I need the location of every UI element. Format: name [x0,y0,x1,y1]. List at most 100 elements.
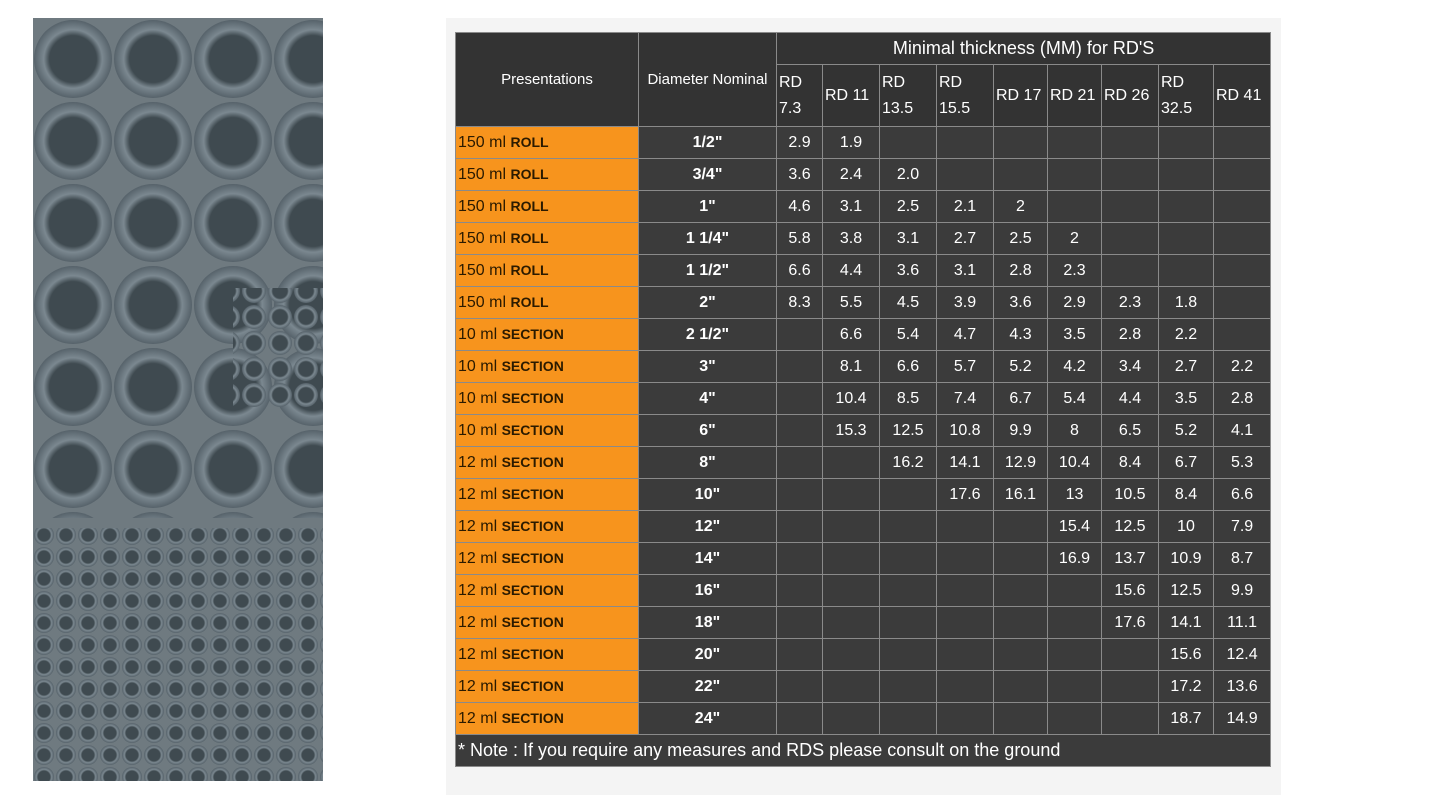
empty-cell [1101,222,1159,255]
diameter-cell: 4" [638,382,777,415]
diameter-cell: 24" [638,702,777,735]
empty-cell [1158,190,1214,223]
quantity: 10 ml [458,325,498,343]
row: 10 ml SECTION 6" 15.3 12.5 10.8 9.9 8 6.5 5.2 4.1 [455,414,1272,447]
header-title: Minimal thickness (MM) for RD'S [775,32,1272,65]
thickness-cell: 4.4 [1101,382,1159,415]
thickness-cell: 4.1 [1212,414,1272,447]
thickness-cell: 13.6 [1212,670,1272,703]
row: 150 ml ROLL 1 1/4" 5.8 3.8 3.1 2.7 2.5 2 [455,222,1272,255]
empty-cell [936,126,994,159]
row: 150 ml ROLL 2" 8.3 5.5 4.5 3.9 3.6 2.9 2.3 1.8 [455,286,1272,319]
empty-cell [822,638,880,671]
empty-cell [879,542,937,575]
empty-cell [879,670,937,703]
unit: ROLL [510,261,549,278]
empty-cell [936,574,994,607]
row: 12 ml SECTION 16" 15.6 12.5 9.9 [455,574,1272,607]
thickness-cell: 2.4 [822,158,880,191]
thickness-cell: 2 [993,190,1048,223]
thickness-cell: 8.7 [1212,542,1272,575]
thickness-cell: 5.2 [993,350,1048,383]
empty-cell [1047,638,1102,671]
thickness-cell: 3.5 [1158,382,1214,415]
thickness-cell: 17.2 [1158,670,1214,703]
empty-cell [776,478,823,511]
empty-cell [879,510,937,543]
empty-cell [936,158,994,191]
thickness-cell: 8.5 [879,382,937,415]
presentation-cell: 150 ml ROLL [455,222,639,255]
quantity: 10 ml [458,421,498,439]
empty-cell [1212,254,1272,287]
empty-cell [822,574,880,607]
row: 150 ml ROLL 1/2" 2.9 1.9 [455,126,1272,159]
thickness-cell: 12.9 [993,446,1048,479]
empty-cell [1158,222,1214,255]
thickness-cell: 1.8 [1158,286,1214,319]
empty-cell [936,702,994,735]
presentation-cell: 12 ml SECTION [455,702,639,735]
rd-header: RD 13.5 [879,64,937,127]
thickness-cell: 15.6 [1101,574,1159,607]
row: 10 ml SECTION 3" 8.1 6.6 5.7 5.2 4.2 3.4 2.7 2.2 [455,350,1272,383]
thickness-cell: 3.4 [1101,350,1159,383]
empty-cell [822,702,880,735]
thickness-cell: 14.9 [1212,702,1272,735]
unit: SECTION [501,645,564,662]
empty-cell [1212,318,1272,351]
unit: ROLL [510,229,549,246]
thickness-cell: 7.4 [936,382,994,415]
empty-cell [822,670,880,703]
rd-header: RD 21 [1047,64,1102,127]
presentation-cell: 12 ml SECTION [455,510,639,543]
diameter-cell: 20" [638,638,777,671]
empty-cell [776,542,823,575]
thickness-cell: 2.2 [1212,350,1272,383]
quantity: 150 ml [458,133,507,151]
presentation-cell: 12 ml SECTION [455,574,639,607]
empty-cell [1047,126,1102,159]
empty-cell [1101,638,1159,671]
unit: SECTION [501,549,564,566]
row: 12 ml SECTION 22" 17.2 13.6 [455,670,1272,703]
thickness-cell: 4.5 [879,286,937,319]
thickness-cell: 16.1 [993,478,1048,511]
empty-cell [1212,222,1272,255]
empty-cell [1101,126,1159,159]
empty-cell [879,574,937,607]
empty-cell [993,638,1048,671]
thickness-cell: 8.4 [1158,478,1214,511]
presentation-cell: 12 ml SECTION [455,606,639,639]
diameter-cell: 18" [638,606,777,639]
thickness-cell: 9.9 [1212,574,1272,607]
row: 12 ml SECTION 8" 16.2 14.1 12.9 10.4 8.4 6.7 5.3 [455,446,1272,479]
quantity: 150 ml [458,197,507,215]
thickness-cell: 3.6 [993,286,1048,319]
row: 150 ml ROLL 3/4" 3.6 2.4 2.0 [455,158,1272,191]
diameter-cell: 1 1/4" [638,222,777,255]
empty-cell [936,638,994,671]
table-panel: Presentations Diameter Nominal Minimal t… [446,18,1281,795]
rd-header: RD 26 [1101,64,1159,127]
empty-cell [936,542,994,575]
diameter-cell: 1 1/2" [638,254,777,287]
unit: SECTION [501,517,564,534]
quantity: 150 ml [458,293,507,311]
presentation-cell: 12 ml SECTION [455,670,639,703]
empty-cell [1212,286,1272,319]
presentation-cell: 12 ml SECTION [455,542,639,575]
thickness-cell: 14.1 [936,446,994,479]
thickness-cell: 2.0 [879,158,937,191]
empty-cell [936,606,994,639]
thickness-cell: 11.1 [1212,606,1272,639]
empty-cell [993,574,1048,607]
thickness-cell: 8 [1047,414,1102,447]
quantity: 12 ml [458,581,498,599]
diameter-cell: 6" [638,414,777,447]
empty-cell [1047,670,1102,703]
row: 12 ml SECTION 10" 17.6 16.1 13 10.5 8.4 6.6 [455,478,1272,511]
presentation-cell: 12 ml SECTION [455,638,639,671]
empty-cell [1212,126,1272,159]
